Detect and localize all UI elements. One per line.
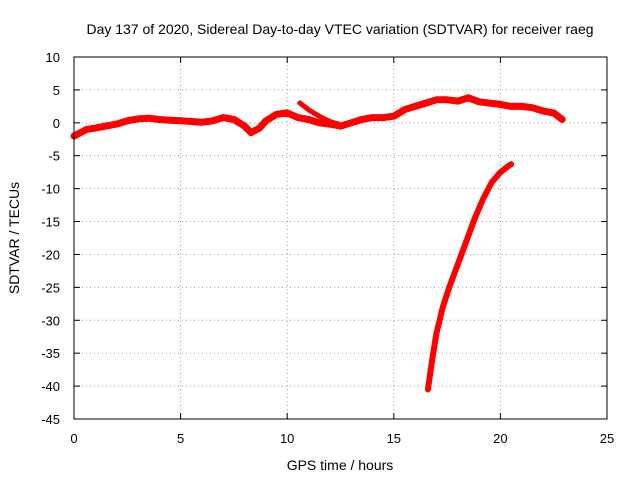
data-point bbox=[335, 121, 342, 128]
data-point bbox=[83, 126, 90, 133]
data-point bbox=[177, 117, 184, 124]
data-point bbox=[102, 123, 109, 130]
y-tick-label: -40 bbox=[41, 379, 60, 394]
data-point bbox=[369, 114, 376, 121]
data-point bbox=[256, 125, 263, 132]
data-point bbox=[305, 116, 312, 123]
data-point bbox=[424, 386, 431, 393]
data-point bbox=[230, 116, 237, 123]
data-point bbox=[488, 179, 495, 186]
x-tick-label: 0 bbox=[70, 431, 77, 446]
series-sdtvar-segment-descending bbox=[424, 161, 515, 393]
data-point bbox=[433, 330, 440, 337]
y-tick-label: 0 bbox=[53, 116, 60, 131]
data-point bbox=[412, 103, 419, 110]
x-tick-label: 20 bbox=[493, 431, 507, 446]
y-tick-label: -10 bbox=[41, 182, 60, 197]
data-point bbox=[471, 215, 478, 222]
y-tick-label: -45 bbox=[41, 412, 60, 427]
data-point bbox=[480, 195, 487, 202]
data-point bbox=[433, 96, 440, 103]
data-point bbox=[305, 106, 312, 113]
data-series bbox=[70, 94, 566, 393]
data-point bbox=[429, 356, 436, 363]
y-tick-label: 10 bbox=[46, 50, 60, 65]
data-point bbox=[92, 125, 99, 132]
data-point bbox=[497, 169, 504, 176]
data-point bbox=[540, 107, 547, 114]
data-point bbox=[348, 119, 355, 126]
x-tick-label: 10 bbox=[280, 431, 294, 446]
data-point bbox=[273, 111, 280, 118]
x-tick-label: 15 bbox=[387, 431, 401, 446]
data-point bbox=[497, 101, 504, 108]
data-point bbox=[444, 96, 451, 103]
data-point bbox=[220, 114, 227, 121]
data-point bbox=[401, 106, 408, 113]
data-point bbox=[77, 129, 84, 136]
chart-title: Day 137 of 2020, Sidereal Day-to-day VTE… bbox=[86, 21, 593, 37]
data-point bbox=[463, 238, 470, 245]
data-point bbox=[294, 114, 301, 121]
data-point bbox=[198, 119, 205, 126]
x-axis-label: GPS time / hours bbox=[287, 457, 394, 473]
x-tick-label: 25 bbox=[600, 431, 614, 446]
y-tick-label: -30 bbox=[41, 313, 60, 328]
data-point bbox=[476, 98, 483, 105]
data-point bbox=[156, 116, 163, 123]
data-point bbox=[390, 113, 397, 120]
data-point bbox=[465, 94, 472, 101]
axis-ticks: 0 5 10 15 20 25 10 5 0 -5 -10 -15 -20 -25 -30 -35 -40 -45 bbox=[41, 50, 614, 446]
data-point bbox=[439, 304, 446, 311]
data-point bbox=[134, 115, 141, 122]
data-point bbox=[422, 100, 429, 107]
data-point bbox=[559, 116, 566, 123]
y-tick-label: 5 bbox=[53, 83, 60, 98]
x-tick-label: 5 bbox=[177, 431, 184, 446]
data-point bbox=[262, 117, 269, 124]
data-point bbox=[296, 100, 303, 107]
data-point bbox=[550, 109, 557, 116]
data-point bbox=[145, 115, 152, 122]
data-point bbox=[529, 104, 536, 111]
y-tick-label: -35 bbox=[41, 346, 60, 361]
y-tick-label: -25 bbox=[41, 280, 60, 295]
data-point bbox=[241, 123, 248, 130]
data-point bbox=[316, 113, 323, 120]
plot-frame bbox=[73, 56, 608, 420]
data-point bbox=[316, 119, 323, 126]
y-axis-label: SDTVAR / TECUs bbox=[6, 182, 22, 294]
data-point bbox=[454, 98, 461, 105]
data-point bbox=[518, 103, 525, 110]
data-point bbox=[247, 129, 254, 136]
data-point bbox=[508, 161, 515, 168]
y-tick-label: -5 bbox=[48, 149, 60, 164]
data-point bbox=[446, 284, 453, 291]
y-tick-label: -20 bbox=[41, 247, 60, 262]
grid-lines bbox=[74, 57, 607, 419]
data-point bbox=[380, 114, 387, 121]
data-point bbox=[166, 117, 173, 124]
data-point bbox=[326, 118, 333, 125]
data-point bbox=[124, 117, 131, 124]
data-point bbox=[188, 118, 195, 125]
data-point bbox=[358, 116, 365, 123]
data-point bbox=[209, 117, 216, 124]
y-tick-label: -15 bbox=[41, 215, 60, 230]
data-point bbox=[486, 100, 493, 107]
data-point bbox=[454, 261, 461, 268]
data-point bbox=[508, 103, 515, 110]
data-point bbox=[113, 121, 120, 128]
data-point bbox=[284, 109, 291, 116]
